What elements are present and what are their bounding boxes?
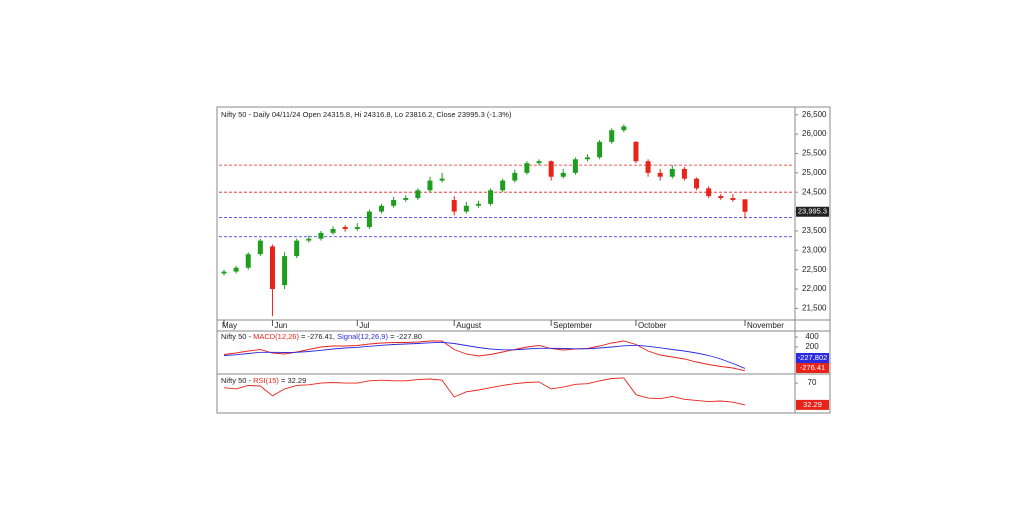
value-box-label: -276.41 (800, 363, 825, 372)
y-tick-label: 400 (805, 332, 819, 341)
candle-body (706, 188, 712, 197)
candle-body (645, 161, 651, 173)
value-box-label: 23,995.3 (798, 207, 827, 216)
x-tick-label: May (222, 321, 237, 330)
candle-body (548, 161, 554, 177)
candle-body (318, 232, 324, 239)
panel-title: Nifty 50 - MACD(12,26) = -276.41, Signal… (221, 332, 422, 341)
candle-body (354, 227, 360, 229)
candle-body (427, 180, 433, 191)
x-tick-label: September (553, 321, 592, 330)
x-tick-label: August (456, 321, 482, 330)
candle-body (609, 130, 615, 142)
series-line (223, 377, 746, 406)
y-tick-label: 22,500 (802, 265, 827, 274)
candle-body (512, 172, 518, 181)
chart-title: Nifty 50 - Daily 04/11/24 Open 24315.8, … (221, 110, 512, 119)
candle-body (560, 172, 566, 177)
candle-body (730, 198, 736, 200)
legend-text: Nifty 50 - (221, 376, 253, 385)
candle-body (330, 228, 336, 233)
candle-body (403, 198, 409, 200)
candle-body (657, 172, 663, 177)
legend-text: = -276.41, (301, 332, 337, 341)
y-tick-label: 26,500 (802, 110, 827, 119)
value-box-label: -227.802 (798, 353, 828, 362)
candle-body (524, 163, 530, 173)
legend-text: MACD(12,26) (253, 332, 301, 341)
candle-body (584, 157, 590, 160)
y-tick-label: 23,000 (802, 245, 827, 254)
candle-body (415, 190, 421, 199)
value-box (796, 363, 829, 373)
x-tick-label: Jul (359, 321, 369, 330)
candle-body (257, 240, 263, 255)
value-box (796, 353, 829, 363)
candle-body (306, 238, 312, 241)
y-tick-label: 70 (808, 378, 817, 387)
candle-body (488, 190, 494, 204)
y-tick-label: 25,000 (802, 168, 827, 177)
candle-body (669, 168, 675, 177)
y-tick-label: 22,000 (802, 284, 827, 293)
series-line (223, 341, 746, 369)
y-tick-label: 24,500 (802, 187, 827, 196)
candle-body (451, 199, 457, 212)
value-box (796, 399, 829, 410)
candle-body (597, 141, 603, 158)
panel-title: Nifty 50 - RSI(15) = 32.29 (221, 376, 306, 385)
candle-body (621, 126, 627, 131)
series-line (223, 340, 746, 372)
candle-body (269, 246, 275, 290)
candle-body (245, 254, 251, 268)
candle-body (500, 180, 506, 191)
y-tick-label: 200 (805, 342, 819, 351)
candle-body (342, 227, 348, 229)
candle-body (572, 159, 578, 173)
x-tick-label: November (747, 321, 784, 330)
candle-body (439, 178, 445, 181)
candle-body (694, 178, 700, 189)
candle-body (391, 199, 397, 206)
legend-text: = -227.80 (390, 332, 422, 341)
candle-body (718, 196, 724, 199)
x-tick-label: Jun (274, 321, 287, 330)
candle-body (475, 203, 481, 206)
x-tick-label: October (638, 321, 667, 330)
candle-body (463, 205, 469, 212)
candle-body (294, 240, 300, 257)
candle-body (379, 205, 385, 212)
candle-body (282, 256, 288, 286)
legend-text: = 32.29 (281, 376, 306, 385)
legend-text: Signal(12,26,9) (337, 332, 390, 341)
candle-body (633, 141, 639, 162)
value-box-label: 32.29 (803, 400, 822, 409)
y-tick-label: 26,000 (802, 129, 827, 138)
frame (216, 106, 831, 414)
candle-body (366, 211, 372, 228)
candle-body (681, 168, 687, 179)
legend-text: RSI(15) (253, 376, 281, 385)
candle-body (536, 161, 542, 164)
y-tick-label: 23,500 (802, 226, 827, 235)
legend-text: Nifty 50 - (221, 332, 253, 341)
candle-body (221, 271, 227, 274)
value-box (796, 206, 829, 217)
y-tick-label: 21,500 (802, 303, 827, 312)
candle-body (742, 199, 748, 212)
candle-body (233, 267, 239, 272)
y-tick-label: 25,500 (802, 149, 827, 158)
